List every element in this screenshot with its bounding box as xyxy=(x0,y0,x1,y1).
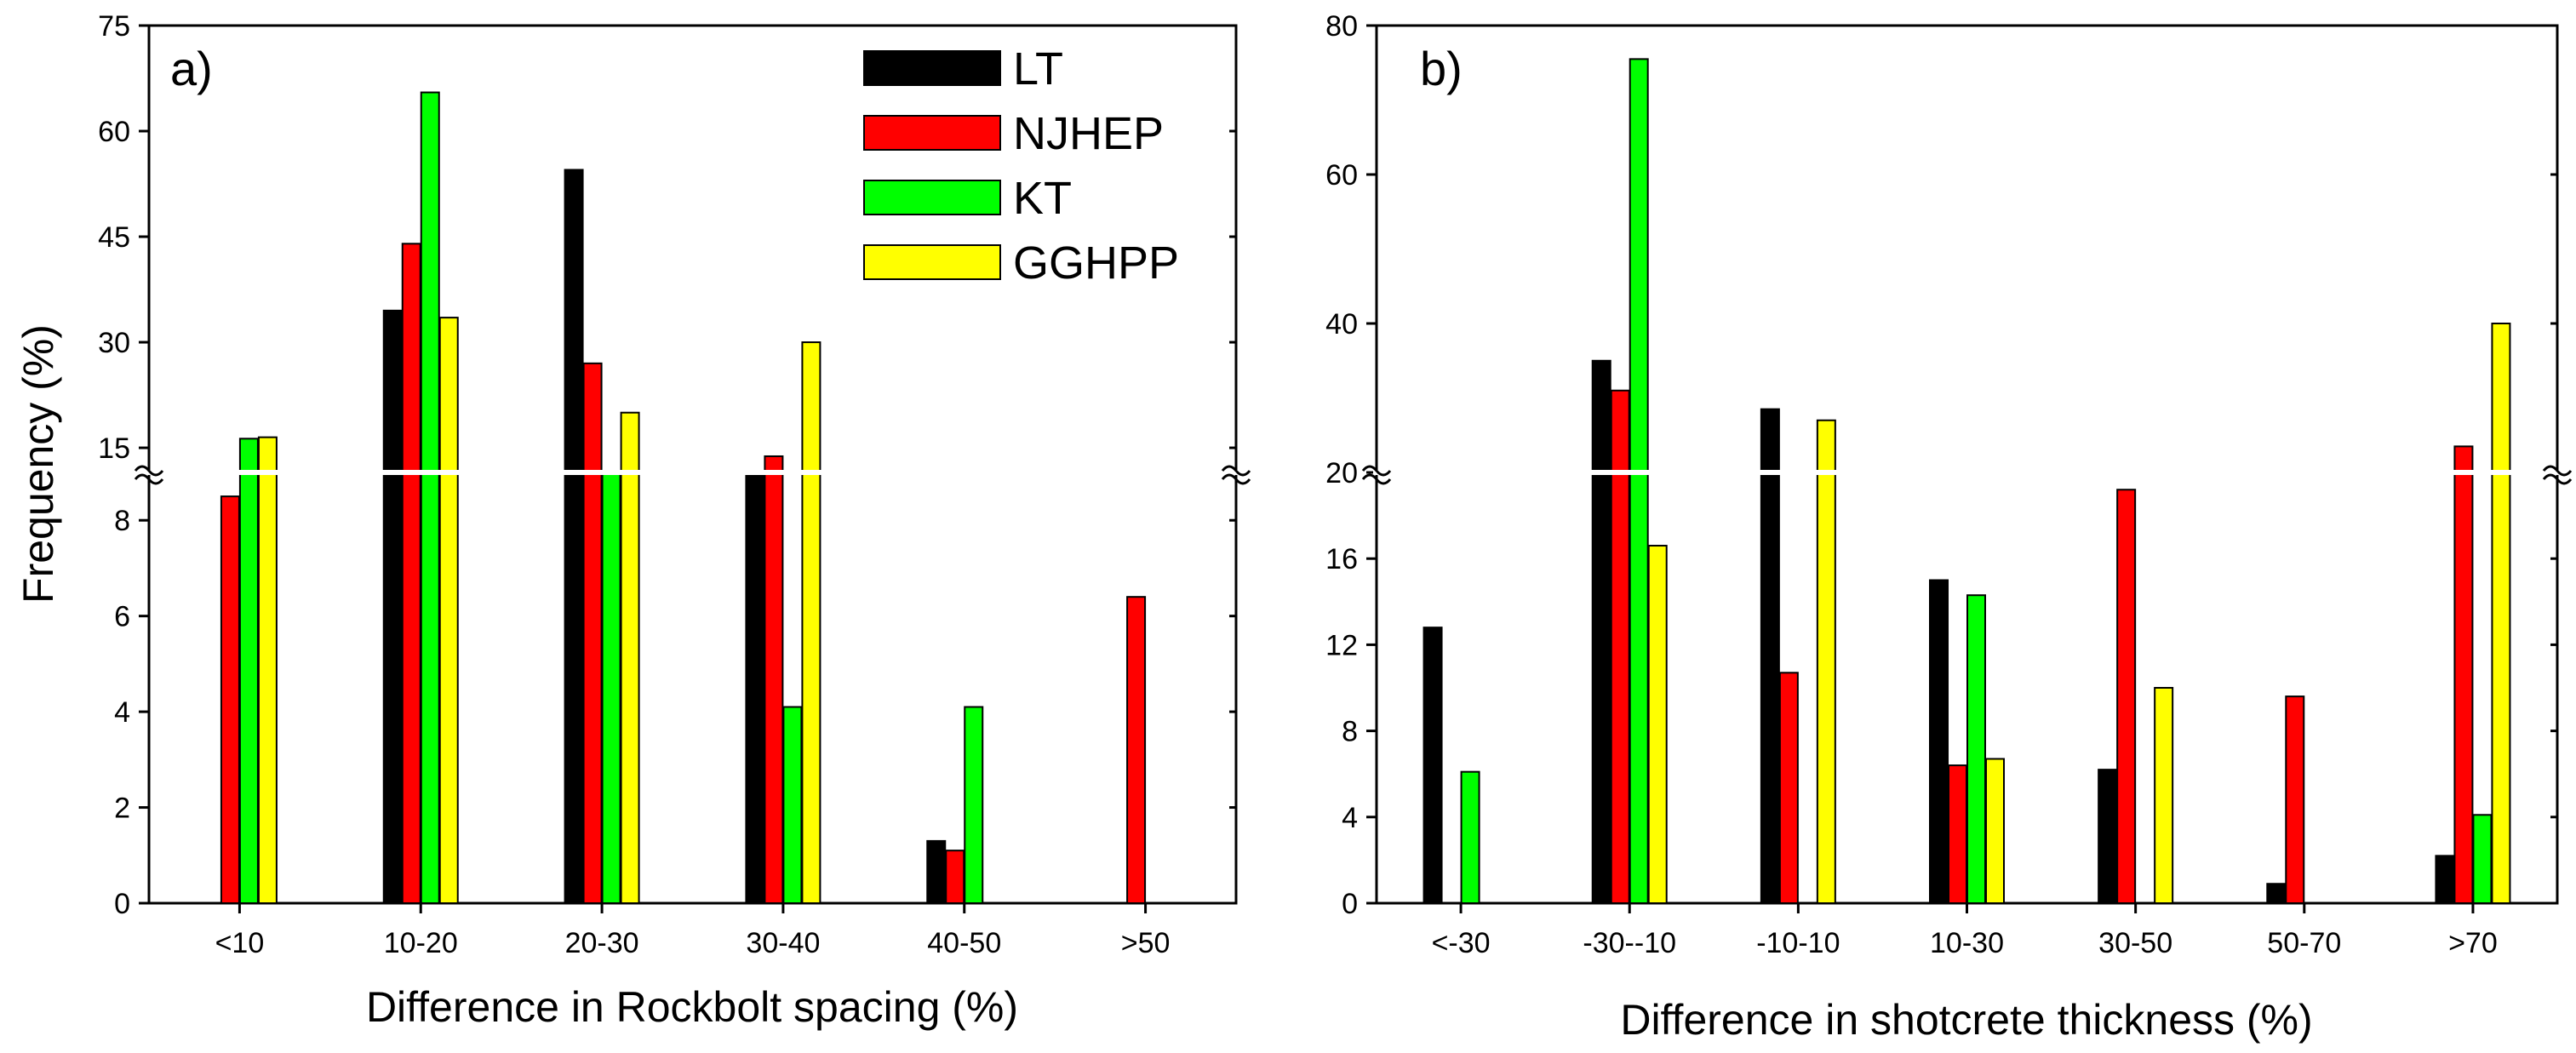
axis-break-mark xyxy=(2542,473,2573,485)
y-tick-label: 40 xyxy=(1325,308,1358,341)
x-axis-title: Difference in Rockbolt spacing (%) xyxy=(366,983,1018,1031)
y-tick-label: 0 xyxy=(1342,888,1358,920)
bar-lt xyxy=(2266,883,2287,904)
legend-swatch-gghpp xyxy=(863,244,1001,280)
bar-gghpp xyxy=(2491,323,2511,904)
bar-njhep xyxy=(764,455,784,904)
y-tick-label: 20 xyxy=(1325,457,1358,489)
legend-swatch-kt xyxy=(863,180,1001,215)
x-tick-label: 30-40 xyxy=(746,927,820,959)
bar-kt xyxy=(238,438,259,904)
bar-gghpp xyxy=(620,411,640,904)
legend-swatch-lt xyxy=(863,50,1001,86)
bar-kt xyxy=(420,91,440,904)
y-axis-title: Frequency (%) xyxy=(14,324,62,604)
x-tick-label: 10-20 xyxy=(384,927,458,959)
x-tick-label: 50-70 xyxy=(2267,927,2341,959)
bar-kt xyxy=(1629,58,1649,904)
bar-gghpp xyxy=(2154,687,2174,904)
x-axis-title: Difference in shotcrete thickness (%) xyxy=(1620,996,2312,1044)
bar-gghpp xyxy=(1985,758,2005,904)
plot-frame xyxy=(147,24,1238,905)
x-tick-label: -30--10 xyxy=(1583,927,1676,959)
bar-gghpp xyxy=(438,317,459,904)
y-tick-label: 60 xyxy=(1325,159,1358,192)
bar-lt xyxy=(1423,627,1443,904)
legend-label-lt: LT xyxy=(1013,43,1063,94)
panel-label: a) xyxy=(170,42,213,95)
bar-njhep xyxy=(1610,389,1630,904)
axis-break-mark xyxy=(1221,473,1251,485)
axis-break-mark xyxy=(2542,465,2573,477)
axis-break-mark xyxy=(134,473,164,485)
bar-lt xyxy=(382,309,403,904)
x-tick-label: 30-50 xyxy=(2098,927,2172,959)
bar-njhep xyxy=(945,850,965,905)
bar-lt xyxy=(745,472,765,904)
bar-kt xyxy=(1966,594,1986,905)
y-tick-label: 15 xyxy=(98,432,130,465)
x-tick-label: <-30 xyxy=(1432,927,1491,959)
bar-njhep xyxy=(401,243,421,905)
bar-njhep xyxy=(2116,489,2137,904)
bar-gghpp xyxy=(801,341,821,904)
legend-label-kt: KT xyxy=(1013,173,1072,224)
bar-njhep xyxy=(220,495,240,904)
legend: LT NJHEP KT GGHPP xyxy=(863,43,1179,289)
legend-label-gghpp: GGHPP xyxy=(1013,237,1179,289)
bar-njhep xyxy=(1778,672,1799,904)
bar-njhep xyxy=(1948,764,1967,905)
bar-gghpp xyxy=(1816,419,1836,904)
y-tick-label: 30 xyxy=(98,327,130,359)
y-tick-label: 16 xyxy=(1325,543,1358,575)
bar-gghpp xyxy=(257,436,278,904)
y-tick-label: 80 xyxy=(1325,10,1358,43)
axis-break-mark xyxy=(1221,465,1251,477)
y-tick-label: 6 xyxy=(114,601,130,633)
panel-b: <-30 -30--10 -10-10 10-30 30-50 50-70 >70 0 4 8 12… xyxy=(1325,10,2573,1044)
y-tick-label: 0 xyxy=(114,888,130,920)
bar-kt xyxy=(2472,814,2493,905)
legend-swatch-njhep xyxy=(863,115,1001,151)
bar-kt xyxy=(1460,770,1480,904)
x-tick-label: 20-30 xyxy=(565,927,639,959)
panel-label: b) xyxy=(1420,42,1463,95)
bar-kt xyxy=(782,706,803,904)
bar-njhep xyxy=(2453,445,2474,904)
bar-gghpp xyxy=(1647,545,1668,905)
bar-njhep xyxy=(1126,596,1147,905)
bar-lt xyxy=(564,169,584,905)
y-tick-label: 8 xyxy=(1342,716,1358,748)
bar-lt xyxy=(2098,769,2118,905)
x-tick-label: >50 xyxy=(1121,927,1171,959)
bar-kt xyxy=(601,472,621,904)
bar-lt xyxy=(1591,359,1611,904)
bar-kt xyxy=(964,706,984,904)
x-tick-label: <10 xyxy=(215,927,265,959)
bar-lt xyxy=(1760,408,1780,904)
axis-break-mark xyxy=(1361,473,1392,485)
y-tick-label: 4 xyxy=(1342,802,1358,834)
bar-njhep xyxy=(582,362,603,904)
panel-a: <10 10-20 20-30 30-40 40-50 >50 0 2 4 6 8 15 30 45 60 7… xyxy=(14,10,1251,1031)
y-tick-label: 2 xyxy=(114,793,130,825)
y-tick-label: 45 xyxy=(98,221,130,254)
bar-njhep xyxy=(2285,695,2305,904)
x-tick-label: -10-10 xyxy=(1756,927,1840,959)
x-tick-label: 40-50 xyxy=(927,927,1001,959)
bar-lt xyxy=(926,839,947,905)
axis-break-mark xyxy=(1361,465,1392,477)
y-tick-label: 60 xyxy=(98,116,130,148)
y-tick-label: 12 xyxy=(1325,629,1358,661)
x-tick-label: 10-30 xyxy=(1930,927,2004,959)
y-tick-label: 8 xyxy=(114,505,130,537)
bar-lt xyxy=(1929,579,1949,904)
y-tick-label: 4 xyxy=(114,696,130,729)
legend-label-njhep: NJHEP xyxy=(1013,108,1164,159)
axis-break-mark xyxy=(134,465,164,477)
x-tick-label: >70 xyxy=(2448,927,2498,959)
y-tick-label: 75 xyxy=(98,10,130,43)
bar-lt xyxy=(2435,855,2455,905)
